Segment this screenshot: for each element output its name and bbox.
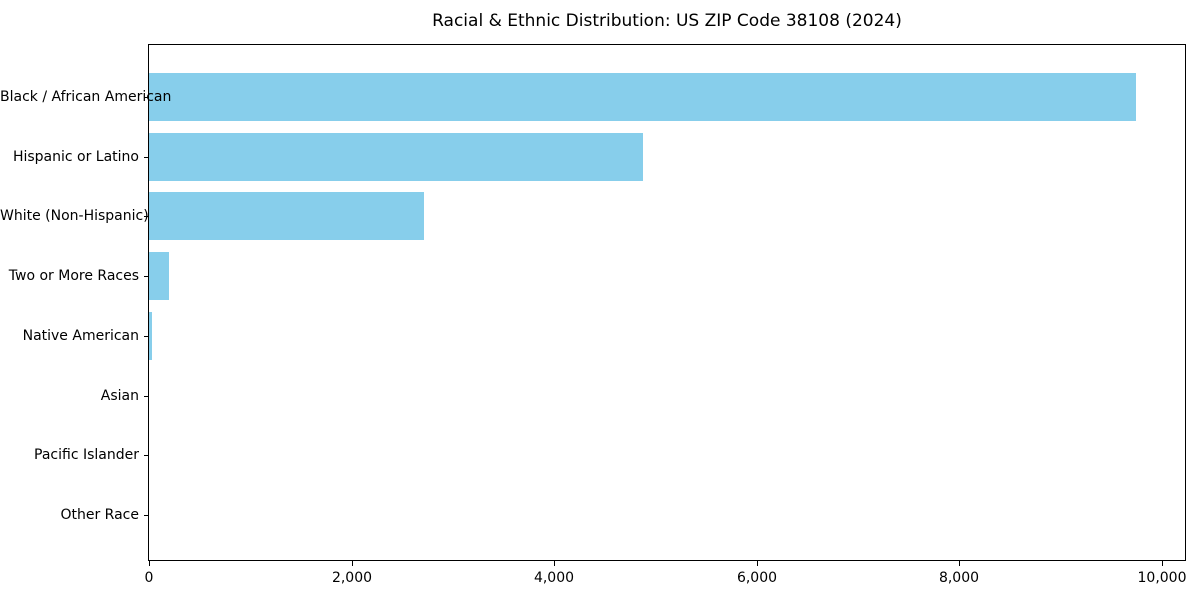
chart-title: Racial & Ethnic Distribution: US ZIP Cod…	[432, 11, 902, 31]
plot-area	[148, 44, 1186, 561]
bar	[149, 252, 169, 301]
x-tick-mark	[352, 561, 353, 566]
x-tick-mark	[149, 561, 150, 566]
x-tick-mark	[1162, 561, 1163, 566]
x-tick-label: 4,000	[533, 570, 575, 586]
bar	[149, 132, 643, 181]
y-tick-label: White (Non-Hispanic)	[0, 208, 149, 224]
x-tick-label: 6,000	[736, 570, 778, 586]
y-tick-mark	[144, 455, 149, 456]
y-tick-mark	[144, 157, 149, 158]
x-tick-label: 8,000	[938, 570, 980, 586]
y-tick-label: Hispanic or Latino	[12, 149, 139, 165]
y-tick-mark	[144, 515, 149, 516]
bar	[149, 73, 1136, 121]
y-tick-label: Pacific Islander	[34, 447, 139, 463]
x-tick-mark	[959, 561, 960, 566]
y-tick-label: Native American	[22, 328, 139, 344]
y-tick-label: Asian	[100, 388, 139, 404]
x-tick-label: 2,000	[331, 570, 373, 586]
x-tick-mark	[554, 561, 555, 566]
y-tick-mark	[144, 396, 149, 397]
x-tick-label: 0	[144, 570, 154, 586]
y-tick-mark	[144, 276, 149, 277]
y-tick-mark	[144, 97, 149, 98]
bar	[149, 192, 424, 241]
bar	[149, 311, 152, 360]
x-tick-mark	[757, 561, 758, 566]
y-tick-mark	[144, 216, 149, 217]
y-tick-label: Two or More Races	[8, 268, 139, 284]
y-tick-mark	[144, 336, 149, 337]
y-tick-label: Black / African American	[0, 89, 172, 105]
y-tick-label: Other Race	[60, 507, 139, 523]
x-tick-label: 10,000	[1137, 570, 1187, 586]
